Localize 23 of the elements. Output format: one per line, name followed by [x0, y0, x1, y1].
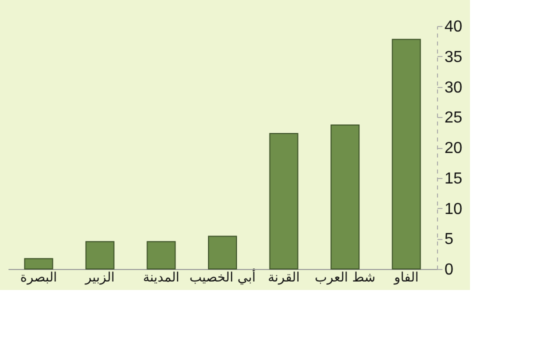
x-tick-label: البصرة: [20, 270, 58, 286]
x-tick-label: الفاو: [393, 270, 419, 286]
y-tick-label: 5: [444, 231, 454, 248]
x-tick-label: الزبير: [84, 270, 115, 286]
y-tick-label: 35: [444, 48, 462, 66]
bar: [392, 38, 421, 270]
y-tick-label: 25: [444, 110, 462, 127]
x-tick-label: أبي الخصيب: [189, 268, 256, 286]
bar: [330, 124, 360, 270]
bar: [208, 236, 237, 270]
bar: [146, 241, 176, 270]
y-tick-label: 20: [444, 140, 462, 157]
x-tick-label: المدينة: [142, 270, 180, 286]
x-tick-label: القرنة: [268, 270, 300, 286]
y-tick-label: 15: [444, 170, 462, 188]
y-tick-label: 30: [444, 79, 462, 96]
bar: [269, 133, 298, 270]
y-tick-label: 0: [444, 262, 454, 278]
y-tick-label: 10: [444, 200, 462, 218]
bar: [85, 241, 114, 270]
bar: [24, 258, 54, 270]
x-tick-label: شط العرب: [314, 270, 376, 286]
y-tick-label: 40: [444, 18, 462, 36]
